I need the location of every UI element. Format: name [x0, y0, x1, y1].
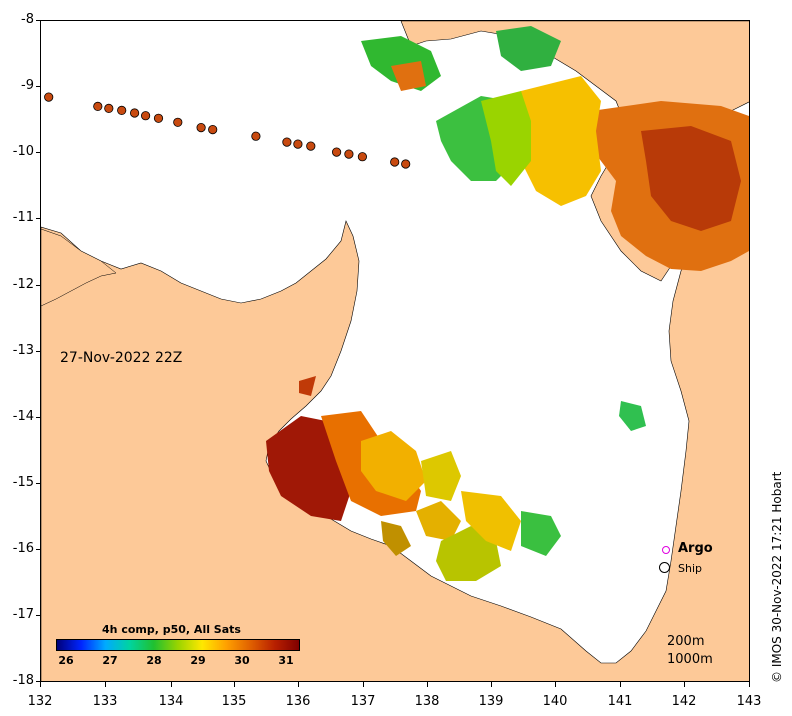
ship-observation-point — [44, 92, 54, 102]
colorbar — [56, 639, 300, 651]
ship-observation-point — [293, 139, 303, 149]
sst-data-layer — [266, 26, 749, 581]
ship-observation-point — [331, 147, 342, 157]
depth-label-200: 200m — [667, 634, 705, 649]
date-label: 27-Nov-2022 22Z — [60, 350, 183, 366]
x-tickmark — [491, 682, 492, 687]
ship-observation-point — [141, 111, 151, 121]
ship-observation-point — [306, 141, 316, 151]
ship-observation-point — [130, 108, 140, 118]
x-tickmark — [427, 682, 428, 687]
y-tickmark — [36, 681, 41, 682]
colorbar-label: 27 — [102, 654, 118, 667]
lon-tick-label: 139 — [478, 694, 504, 709]
legend-ship-label: Ship — [678, 562, 702, 575]
lat-tick-label: -13 — [12, 343, 34, 358]
ship-observation-point — [117, 105, 127, 116]
lon-tick-label: 143 — [736, 694, 762, 709]
y-tickmark — [36, 285, 41, 286]
ship-observation-point — [282, 137, 292, 147]
land-islands — [41, 228, 117, 307]
lat-tick-label: -18 — [12, 673, 34, 688]
y-tickmark — [36, 615, 41, 616]
y-tickmark — [36, 417, 41, 418]
y-tickmark — [36, 483, 41, 484]
lon-tick-label: 134 — [158, 694, 184, 709]
y-tickmark — [36, 152, 41, 153]
y-tickmark — [36, 20, 41, 21]
colorbar-label: 31 — [278, 654, 294, 667]
ship-observation-point — [173, 117, 183, 127]
ship-observation-point — [93, 101, 103, 112]
lat-tick-label: -15 — [12, 475, 34, 490]
x-tickmark — [298, 682, 299, 687]
ship-observation-point — [357, 152, 367, 162]
ship-track — [44, 92, 411, 169]
lon-tick-label: 142 — [671, 694, 697, 709]
lon-tick-label: 140 — [542, 694, 568, 709]
x-tickmark — [105, 682, 106, 687]
colorbar-label: 30 — [234, 654, 250, 667]
ship-observation-point — [104, 103, 114, 114]
x-tickmark — [749, 682, 750, 687]
x-tickmark — [363, 682, 364, 687]
ship-observation-point — [401, 159, 411, 169]
legend-argo-label: Argo — [678, 541, 713, 556]
map-svg — [41, 21, 749, 681]
depth-label-1000: 1000m — [667, 652, 713, 667]
ship-observation-point — [390, 157, 400, 167]
lat-tick-label: -16 — [12, 541, 34, 556]
y-tickmark — [36, 86, 41, 87]
lat-tick-label: -14 — [12, 409, 34, 424]
ship-marker-icon — [659, 562, 670, 573]
y-tickmark — [36, 351, 41, 352]
lon-tick-label: 135 — [221, 694, 247, 709]
ship-observation-point — [153, 113, 164, 123]
x-tickmark — [40, 682, 41, 687]
lat-tick-label: -17 — [12, 607, 34, 622]
x-tickmark — [620, 682, 621, 687]
ship-observation-point — [251, 131, 261, 141]
lon-tick-label: 133 — [92, 694, 118, 709]
land-northern-territory — [41, 211, 749, 681]
x-tickmark — [234, 682, 235, 687]
credit-text: © IMOS 30-Nov-2022 17:21 Hobart — [770, 471, 784, 683]
lat-tick-label: -11 — [12, 210, 34, 225]
lon-tick-label: 138 — [414, 694, 440, 709]
lon-tick-label: 141 — [607, 694, 633, 709]
lat-tick-label: -8 — [21, 12, 34, 27]
x-tickmark — [555, 682, 556, 687]
ship-observation-point — [196, 123, 206, 133]
colorbar-label: 26 — [58, 654, 74, 667]
ship-observation-point — [208, 125, 218, 135]
lon-tick-label: 137 — [350, 694, 376, 709]
x-tickmark — [684, 682, 685, 687]
lon-tick-label: 132 — [27, 694, 53, 709]
colorbar-label: 29 — [190, 654, 206, 667]
argo-marker-icon — [662, 546, 670, 554]
colorbar-label: 28 — [146, 654, 162, 667]
x-tickmark — [171, 682, 172, 687]
y-tickmark — [36, 549, 41, 550]
colorbar-title: 4h comp, p50, All Sats — [102, 623, 241, 636]
lat-tick-label: -9 — [21, 78, 34, 93]
y-tickmark — [36, 218, 41, 219]
lat-tick-label: -12 — [12, 277, 34, 292]
lat-tick-label: -10 — [12, 144, 34, 159]
lon-tick-label: 136 — [285, 694, 311, 709]
ship-observation-point — [344, 149, 354, 159]
map-panel — [40, 20, 750, 682]
